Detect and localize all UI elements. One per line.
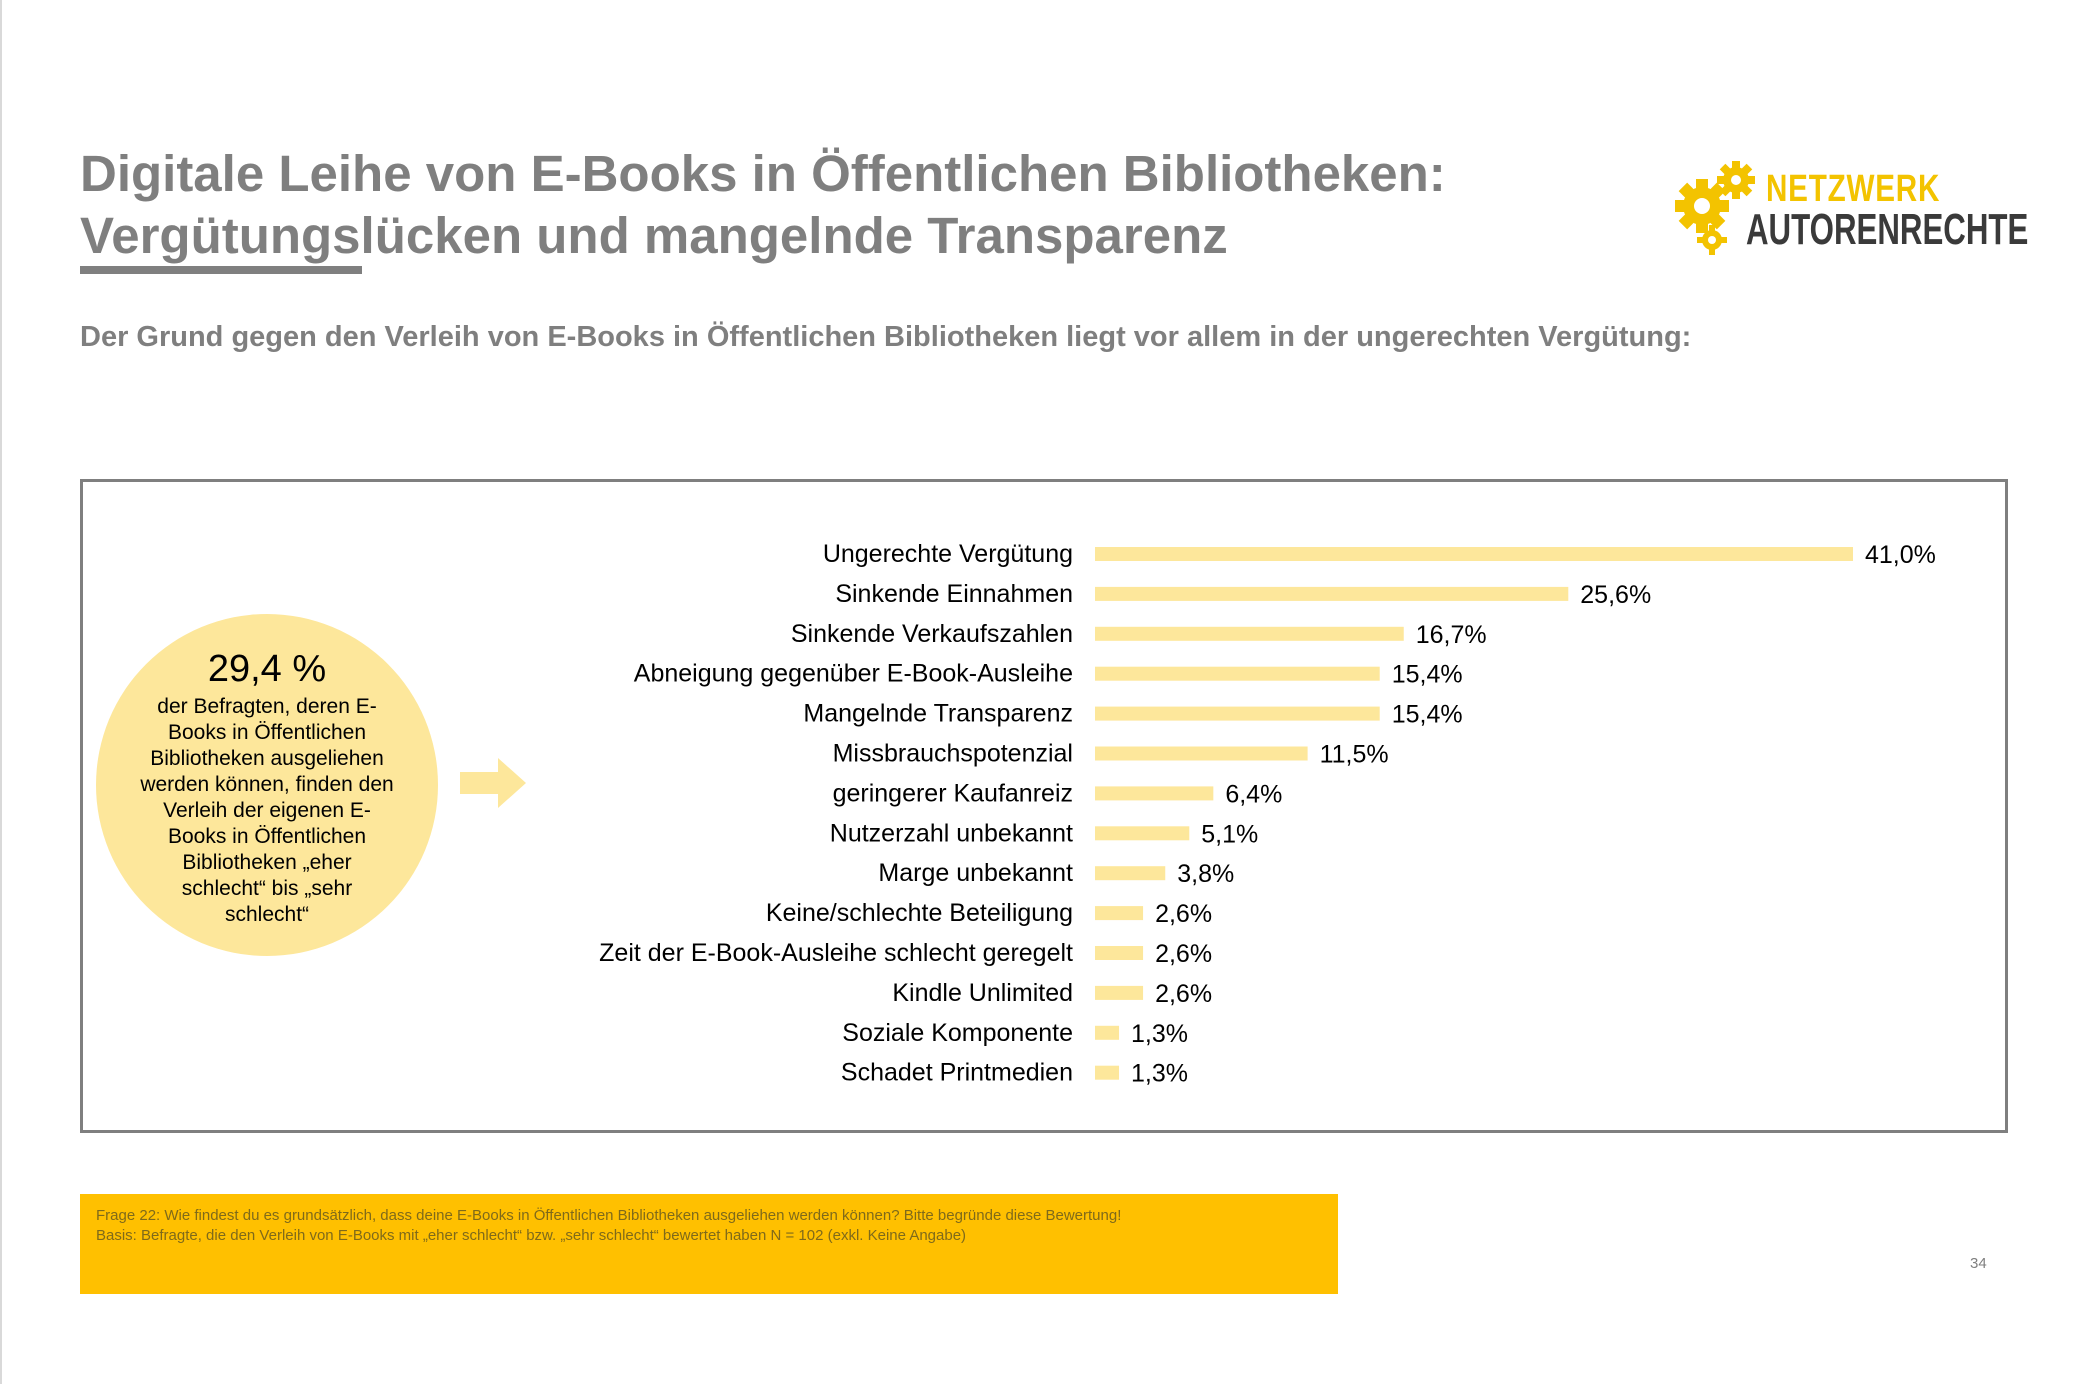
bar [1095,547,1853,561]
value-label: 11,5% [1320,741,1389,769]
logo-word-netzwerk: NETZWERK [1766,168,1941,210]
bar-chart: Ungerechte Vergütung 41,0% Sinkende Einnah… [599,540,1936,1088]
title-underline [80,266,362,274]
category-label: Mangelnde Transparenz [803,700,1073,728]
category-label: Sinkende Verkaufszahlen [791,620,1073,648]
value-label: 15,4% [1392,701,1463,729]
value-label: 3,8% [1177,860,1234,888]
category-label: Marge unbekannt [878,859,1073,887]
bar [1095,946,1144,960]
bar [1095,586,1569,601]
footnote-basis: Basis: Befragte, die den Verleih von E-B… [96,1227,967,1244]
value-label: 2,6% [1155,980,1212,1008]
bar [1095,666,1380,681]
category-label: geringerer Kaufanreiz [833,779,1073,807]
value-label: 2,6% [1155,940,1212,968]
bar [1095,1025,1120,1040]
bar [1095,866,1166,881]
value-label: 25,6% [1580,581,1651,609]
category-label: Ungerechte Vergütung [823,540,1073,568]
value-label: 15,4% [1392,661,1463,689]
bar [1095,786,1214,801]
logo-word-autorenrechte: AUTORENRECHTE [1746,205,2029,254]
value-label: 1,3% [1131,1060,1188,1088]
gears-icon [1675,161,1755,255]
highlight-circle: 29,4 % der Befragten, deren E-Books in Ö… [96,614,438,956]
bar [1095,746,1308,761]
bar [1095,626,1404,641]
category-label: Soziale Komponente [842,1019,1073,1047]
bar [1095,1065,1120,1080]
category-label: Schadet Printmedien [841,1059,1073,1087]
bar [1095,826,1190,841]
category-label: Nutzerzahl unbekannt [830,819,1073,847]
logo: NETZWERK AUTORENRECHTE [1670,160,2028,260]
page-number: 34 [1970,1255,1987,1272]
title-line-1: Digitale Leihe von E-Books in Öffentlich… [80,145,1446,202]
footnote-question: Frage 22: Wie findest du es grundsätzlic… [96,1207,1122,1224]
bar [1095,985,1144,1000]
category-label: Missbrauchspotenzial [833,740,1073,768]
title-line-2: Vergütungslücken und mangelnde Transpare… [80,207,1228,264]
category-label: Keine/schlechte Beteiligung [766,899,1073,927]
value-label: 6,4% [1225,780,1282,808]
value-label: 1,3% [1131,1020,1188,1048]
category-label: Zeit der E-Book-Ausleihe schlecht gerege… [599,939,1073,967]
value-label: 2,6% [1155,900,1212,928]
footnote-box: Frage 22: Wie findest du es grundsätzlic… [80,1194,1338,1294]
value-label: 16,7% [1416,621,1487,649]
subtitle: Der Grund gegen den Verleih von E-Books … [80,321,1692,353]
bar [1095,906,1144,921]
category-label: Abneigung gegenüber E-Book-Ausleihe [634,660,1073,688]
bar [1095,706,1380,721]
arrow-right-icon [460,758,526,808]
highlight-text: der Befragten, deren E-Books in Öffentli… [140,695,394,926]
category-label: Sinkende Einnahmen [835,580,1073,608]
value-label: 5,1% [1201,820,1258,848]
highlight-value: 29,4 % [207,648,327,690]
category-label: Kindle Unlimited [892,979,1073,1007]
value-label: 41,0% [1865,541,1936,569]
